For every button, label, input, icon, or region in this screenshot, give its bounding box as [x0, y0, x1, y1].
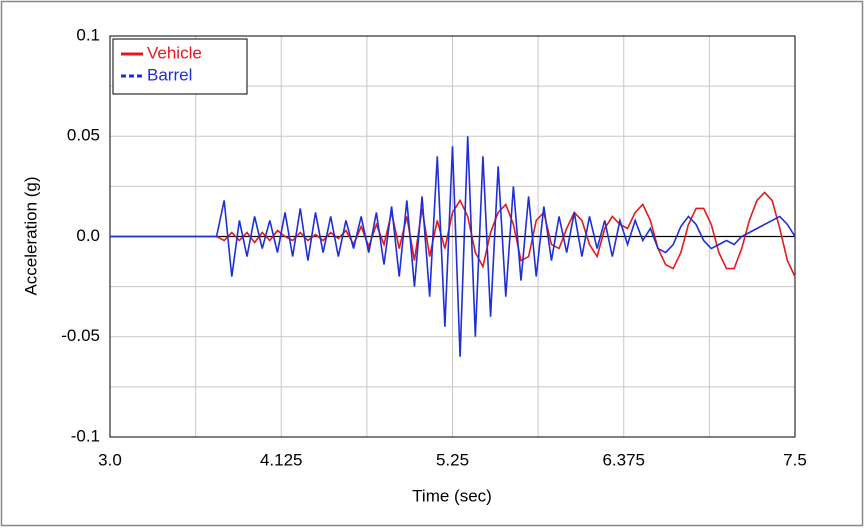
- y-tick-label: 0.0: [76, 226, 100, 245]
- x-tick-label: 6.375: [602, 450, 645, 469]
- x-tick-label: 4.125: [260, 450, 303, 469]
- y-axis-title: Acceleration (g): [21, 176, 40, 295]
- series-line: [110, 191, 796, 277]
- legend-box: [112, 38, 248, 95]
- y-tick-label: -0.05: [61, 326, 100, 345]
- series-line: [110, 136, 796, 357]
- x-axis-title: Time (sec): [412, 486, 492, 505]
- legend-label: Barrel: [147, 65, 192, 84]
- y-tick-label: 0.1: [76, 25, 100, 44]
- y-tick-label: -0.1: [71, 426, 100, 445]
- x-tick-label: 3.0: [98, 450, 122, 469]
- y-tick-label: 0.05: [67, 126, 100, 145]
- x-tick-label: 7.5: [783, 450, 807, 469]
- x-tick-label: 5.25: [436, 450, 469, 469]
- legend-label: Vehicle: [147, 43, 202, 62]
